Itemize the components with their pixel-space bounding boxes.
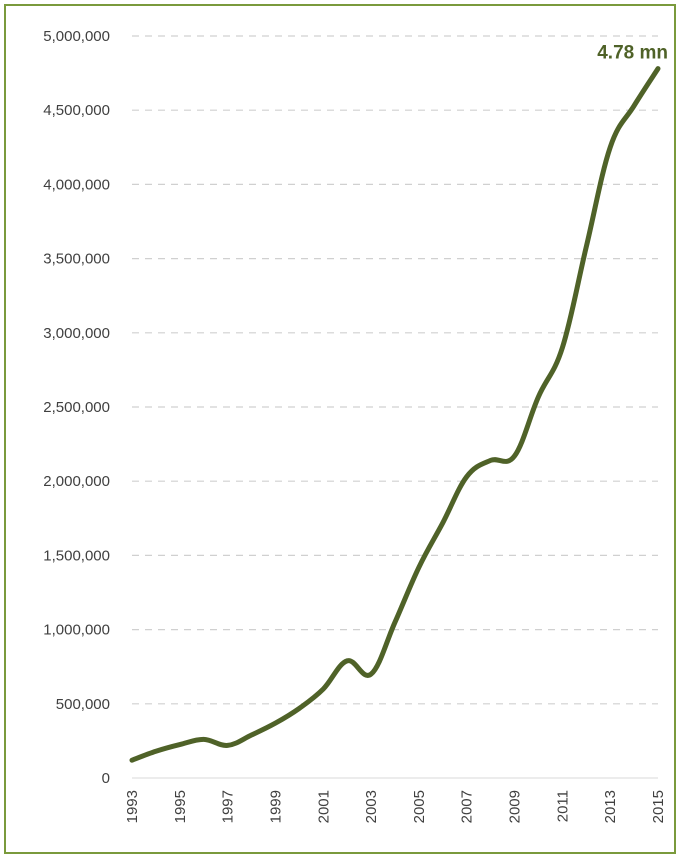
y-tick-label: 2,500,000 xyxy=(43,399,110,416)
x-tick-label: 2007 xyxy=(459,790,476,823)
x-tick-label: 2015 xyxy=(650,790,667,823)
x-tick-label: 1995 xyxy=(172,790,189,823)
y-tick-label: 1,500,000 xyxy=(43,547,110,564)
x-tick-label: 1999 xyxy=(267,790,284,823)
y-tick-label: 4,000,000 xyxy=(43,176,110,193)
series-line xyxy=(129,66,661,763)
y-tick-label: 4,500,000 xyxy=(43,102,110,119)
y-tick-label: 3,500,000 xyxy=(43,251,110,268)
series-layer xyxy=(129,66,661,763)
x-axis: 1993 1995 1997 1999 2001 2003 2005 2007 2009 2011… xyxy=(124,777,667,823)
x-tick-label: 1993 xyxy=(124,790,141,823)
gridlines xyxy=(132,35,658,705)
y-tick-label: 1,000,000 xyxy=(43,622,110,639)
x-tick-label: 2013 xyxy=(602,790,619,823)
chart-frame: 0 500,000 1,000,000 1,500,000 2,000,000 2,500… xyxy=(4,4,676,854)
x-tick-label: 2009 xyxy=(507,790,524,823)
x-tick-label: 1997 xyxy=(220,790,237,823)
end-value-label: 4.78 mn xyxy=(597,43,668,64)
y-axis: 0 500,000 1,000,000 1,500,000 2,000,000 2,500… xyxy=(43,28,110,787)
x-tick-label: 2011 xyxy=(554,790,571,822)
x-tick-label: 2003 xyxy=(363,790,380,823)
y-tick-label: 0 xyxy=(102,770,110,787)
y-tick-label: 500,000 xyxy=(56,696,110,713)
y-tick-label: 5,000,000 xyxy=(43,28,110,45)
line-chart: 0 500,000 1,000,000 1,500,000 2,000,000 2,500… xyxy=(43,28,668,823)
y-tick-label: 2,000,000 xyxy=(43,473,110,490)
x-tick-label: 2005 xyxy=(411,790,428,823)
y-tick-label: 3,000,000 xyxy=(43,325,110,342)
x-tick-label: 2001 xyxy=(315,790,332,823)
